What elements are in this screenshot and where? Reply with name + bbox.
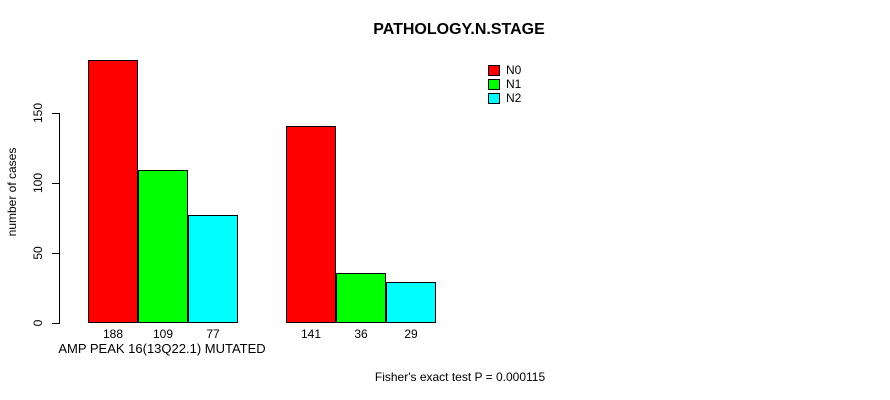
legend-label: N0: [506, 63, 522, 77]
bar-value-label: 188: [102, 327, 124, 341]
bar-n1-group1: [138, 170, 188, 323]
y-tick-label: 0: [31, 319, 45, 327]
y-axis-label: number of cases: [5, 147, 19, 237]
bar-n2-group1: [188, 215, 238, 323]
legend-label: N1: [506, 77, 522, 91]
legend-swatch-n2: [488, 92, 500, 104]
y-tick: [52, 323, 59, 324]
y-tick: [52, 113, 59, 114]
legend-swatch-n1: [488, 78, 500, 90]
y-tick: [52, 253, 59, 254]
bar-value-label: 77: [206, 327, 220, 341]
legend-swatch-n0: [488, 64, 500, 76]
y-tick-label: 150: [31, 102, 45, 124]
y-tick: [52, 183, 59, 184]
x-axis-label: AMP PEAK 16(13Q22.1) MUTATED: [58, 341, 266, 356]
bar-n2-group2: [386, 282, 436, 323]
legend-item-n2: N2: [488, 92, 521, 104]
stat-annotation: Fisher's exact test P = 0.000115: [374, 370, 546, 384]
chart-title: PATHOLOGY.N.STAGE: [373, 21, 545, 38]
bar-value-label: 141: [300, 327, 322, 341]
legend-label: N2: [506, 91, 522, 105]
bar-n0-group2: [286, 125, 336, 323]
bar-n0-group1: [88, 59, 138, 323]
y-tick-label: 100: [31, 172, 45, 194]
bar-n1-group2: [336, 272, 386, 323]
y-axis-line: [59, 113, 60, 324]
bar-value-label: 109: [152, 327, 174, 341]
bar-value-label: 29: [404, 327, 418, 341]
bar-value-label: 36: [354, 327, 368, 341]
y-tick-label: 50: [31, 246, 45, 260]
legend-item-n1: N1: [488, 78, 521, 90]
legend-item-n0: N0: [488, 64, 521, 76]
